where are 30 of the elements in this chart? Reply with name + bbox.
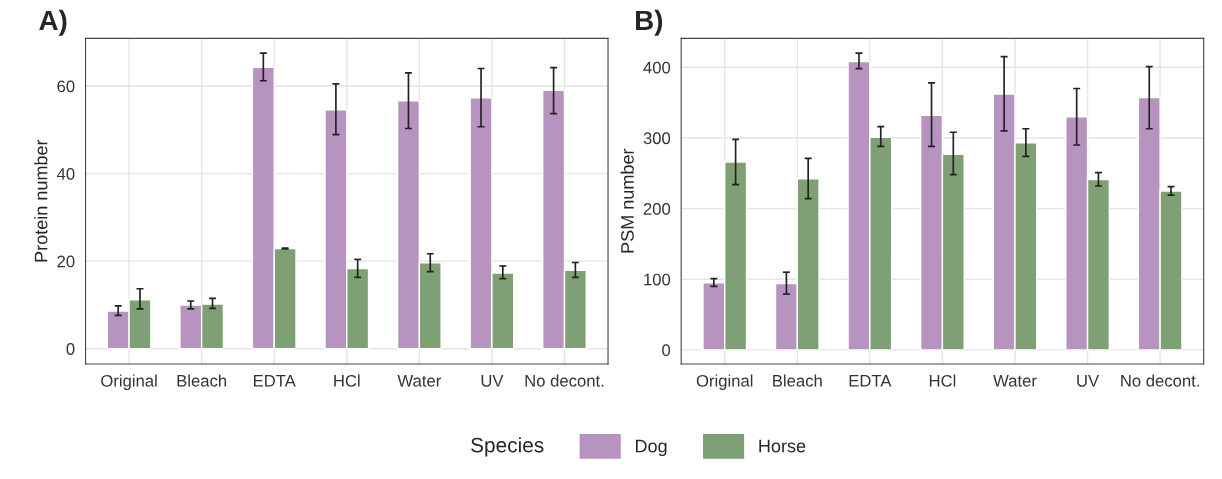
y-tick-label: 40 xyxy=(56,168,75,180)
y-tick-label: 20 xyxy=(57,255,75,268)
y-tick-label: 200 xyxy=(643,203,671,215)
x-tick-label: UV xyxy=(481,375,504,387)
y-tick-label: 300 xyxy=(643,132,671,145)
legend-label: Dog xyxy=(635,439,667,457)
x-tick-label: Water xyxy=(397,375,441,387)
x-tick-label: HCl xyxy=(334,374,360,387)
chart-title: A) xyxy=(39,9,67,36)
x-tick-label: EDTA xyxy=(253,375,296,387)
y-tick-label: 0 xyxy=(662,344,671,357)
y-tick-label: 60 xyxy=(57,80,75,93)
y-tick-label: 100 xyxy=(644,273,671,286)
chart-title: B) xyxy=(636,9,663,36)
y-axis-title: Protein number xyxy=(34,139,48,262)
x-tick-label: Original xyxy=(101,374,157,390)
x-tick-label: No decont. xyxy=(1121,374,1199,387)
x-tick-label: No decont. xyxy=(525,374,604,387)
x-tick-label: EDTA xyxy=(849,375,892,387)
y-tick-label: 400 xyxy=(643,61,671,74)
legend-title: Species xyxy=(471,437,544,457)
y-axis-title: PSM number xyxy=(620,148,634,253)
x-tick-label: Bleach xyxy=(773,374,822,387)
legend-label: Horse xyxy=(759,439,806,453)
x-tick-label: Bleach xyxy=(177,374,227,387)
x-tick-label: Water xyxy=(993,375,1037,387)
x-tick-label: UV xyxy=(1077,375,1100,387)
x-tick-label: Original xyxy=(696,374,753,390)
x-tick-label: HCl xyxy=(929,374,956,387)
y-tick-label: 0 xyxy=(66,343,75,355)
